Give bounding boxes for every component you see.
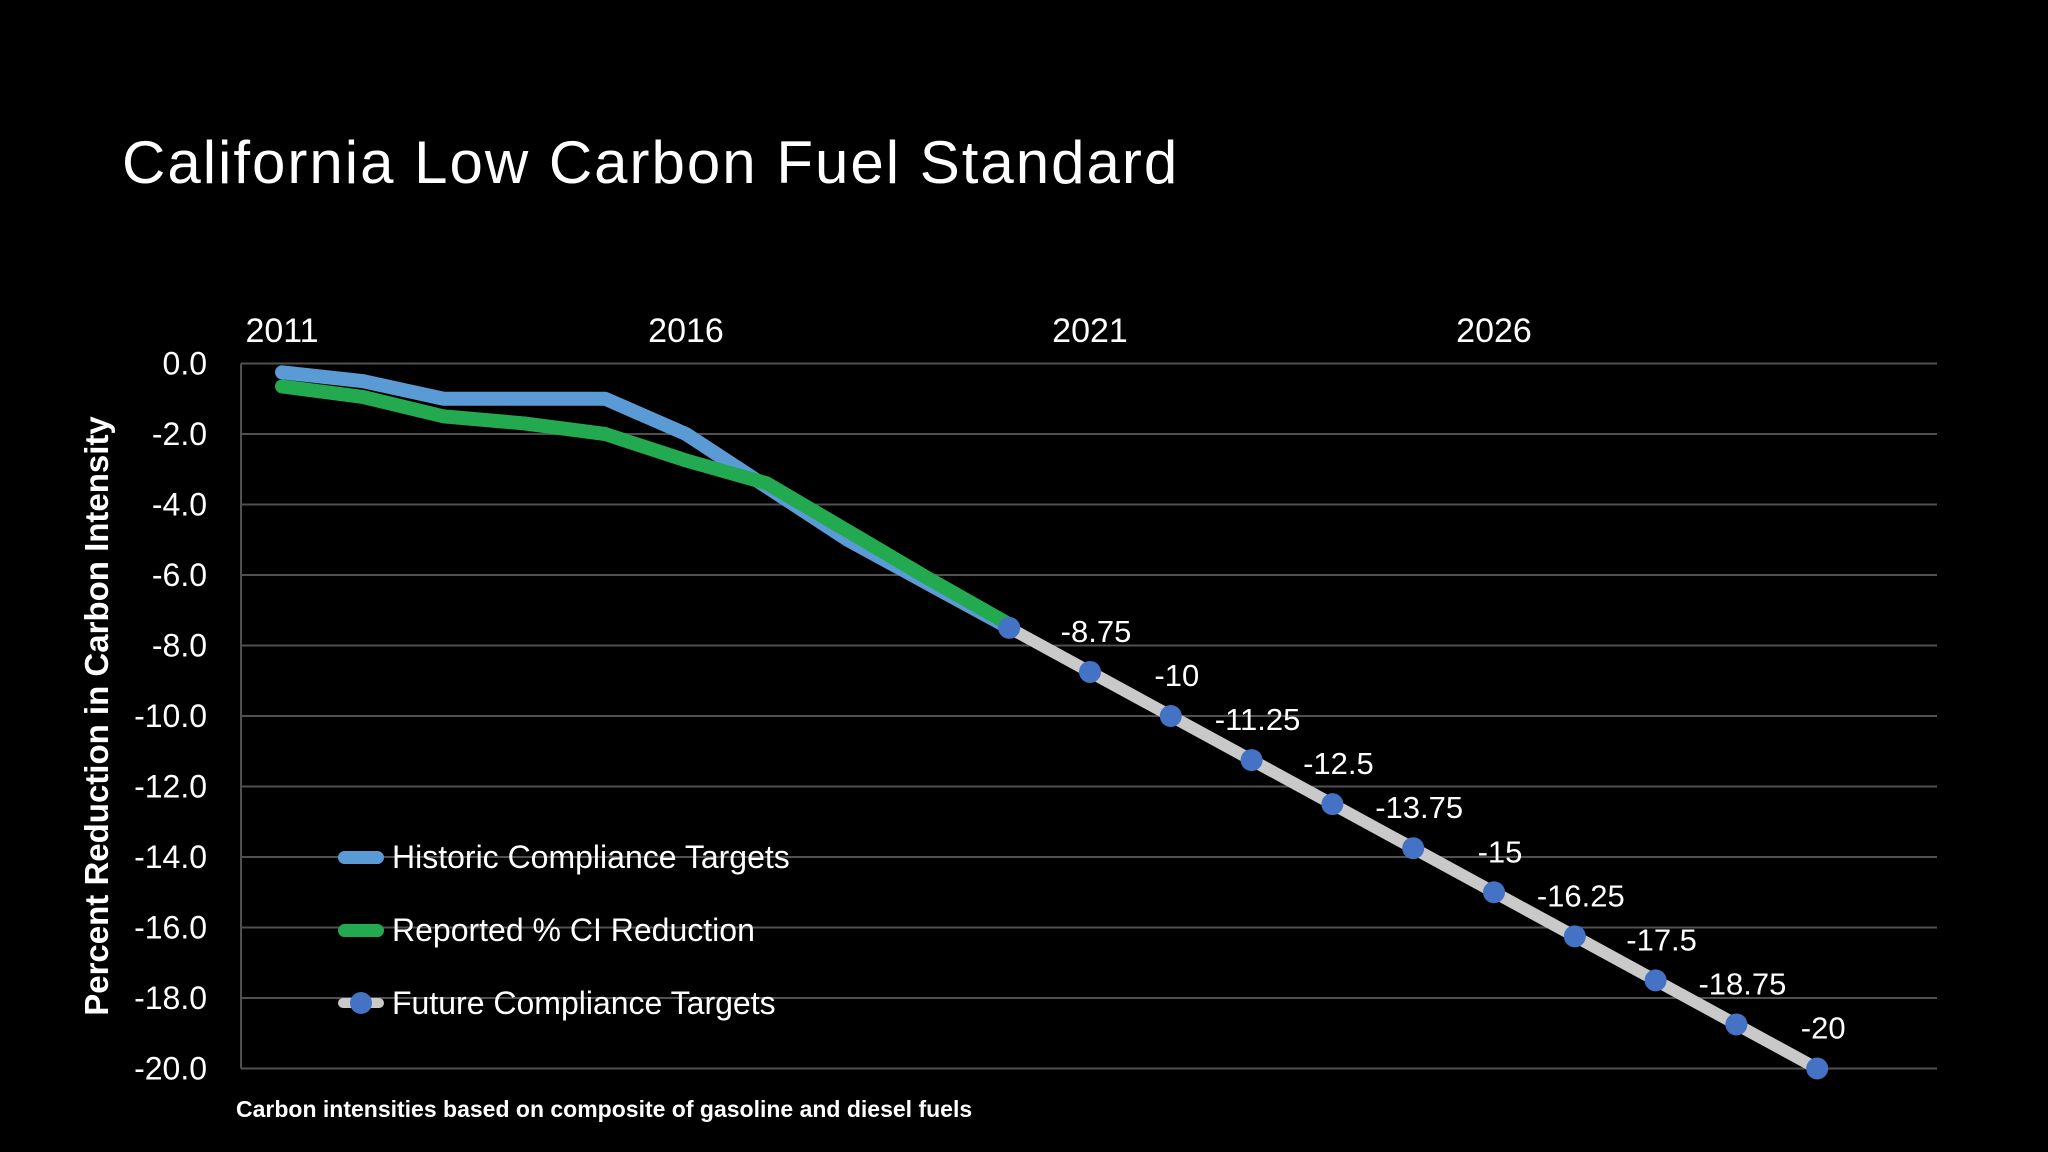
future-point-label: -12.5 (1303, 746, 1374, 781)
y-axis-tick-label: -10.0 (134, 698, 207, 734)
y-axis-tick-label: -4.0 (152, 487, 207, 523)
future-point-dot (1806, 1057, 1829, 1080)
future-point-label: -18.75 (1698, 966, 1786, 1001)
future-point-label: -8.75 (1061, 614, 1132, 649)
future-point-dot (1402, 837, 1425, 860)
future-point-dot (1159, 705, 1182, 727)
y-axis-tick-label: 0.0 (163, 346, 207, 382)
y-axis-tick-label: -16.0 (134, 910, 207, 946)
future-point-dot (1563, 925, 1586, 948)
x-axis-year-label: 2026 (1456, 312, 1532, 350)
future-point-dot (1644, 969, 1667, 992)
legend-item-historic: Historic Compliance Targets (338, 837, 790, 877)
y-axis-tick-label: -12.0 (134, 769, 207, 805)
future-point-dot (1240, 749, 1263, 772)
footnote: Carbon intensities based on composite of… (236, 1096, 973, 1122)
y-axis-tick-label: -2.0 (152, 416, 207, 452)
reported-line-swatch (338, 923, 384, 937)
future-point-dot (1079, 660, 1101, 683)
x-axis-year-label: 2016 (648, 312, 724, 350)
y-axis-tick-label: -8.0 (152, 628, 207, 664)
legend-label-reported: Reported % CI Reduction (392, 911, 755, 948)
future-point-label: -13.75 (1375, 790, 1463, 825)
legend-item-reported: Reported % CI Reduction (338, 910, 755, 950)
y-axis-tick-label: -14.0 (134, 839, 207, 875)
future-point-label: -20 (1801, 1011, 1846, 1046)
future-point-dot (1321, 793, 1344, 816)
future-point-label: -11.25 (1215, 702, 1301, 737)
y-axis-tick-label: -18.0 (134, 980, 207, 1016)
legend-item-future: Future Compliance Targets (338, 983, 776, 1023)
historic-line-swatch (338, 850, 384, 864)
reported-ci-line (275, 379, 1017, 632)
y-axis-tick-label: -20.0 (134, 1051, 207, 1087)
x-axis-year-label: 2021 (1052, 312, 1128, 350)
future-point-label: -15 (1478, 834, 1523, 869)
future-point-label: -16.25 (1537, 878, 1625, 913)
legend-label-future: Future Compliance Targets (392, 984, 776, 1021)
future-line-swatch (338, 992, 384, 1014)
future-point-label: -17.5 (1626, 922, 1697, 957)
future-point-dot (1483, 881, 1505, 904)
x-axis-year-label: 2011 (245, 312, 318, 350)
future-point-dot (1725, 1013, 1748, 1036)
chart-title: California Low Carbon Fuel Standard (122, 129, 1180, 196)
future-marker-dot-icon (350, 992, 372, 1014)
legend-label-historic: Historic Compliance Targets (392, 838, 790, 875)
future-point-label: -10 (1154, 658, 1199, 693)
y-axis-tick-label: -6.0 (152, 557, 207, 593)
future-point-dot (998, 616, 1021, 639)
